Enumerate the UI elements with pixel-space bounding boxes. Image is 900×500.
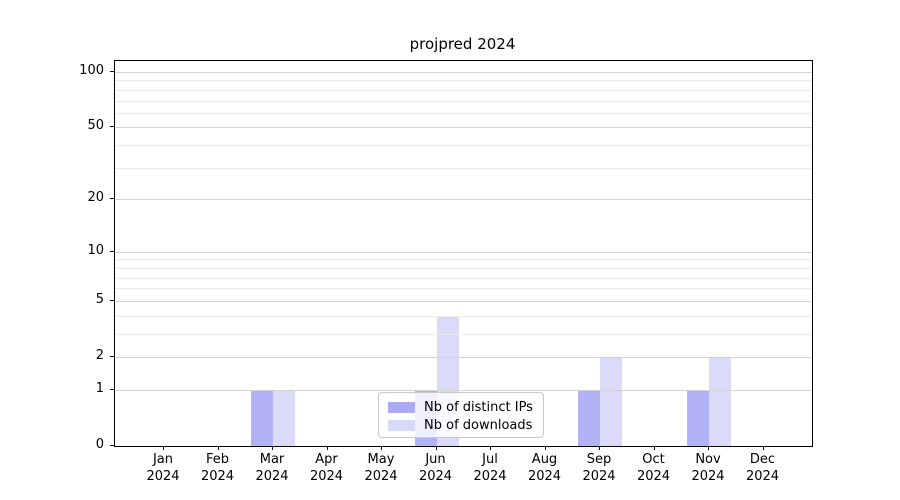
x-tick-year: 2024 — [473, 469, 507, 484]
chart-title: projpred 2024 — [409, 35, 516, 53]
x-axis-tick — [653, 446, 655, 450]
minor-gridline — [115, 167, 812, 169]
minor-gridline — [115, 333, 812, 335]
x-tick-month: Apr — [315, 452, 338, 467]
bar-nb-of-downloads — [709, 357, 731, 446]
legend-swatch — [388, 401, 415, 413]
legend-label: Nb of downloads — [424, 417, 533, 433]
x-tick-label: Dec 2024 — [728, 451, 798, 485]
x-tick-month: May — [367, 452, 395, 467]
x-tick-month: Aug — [531, 452, 558, 467]
bar-nb-of-downloads — [273, 389, 295, 446]
x-tick-label: Feb 2024 — [183, 451, 253, 485]
x-axis-tick — [544, 446, 546, 450]
minor-gridline — [115, 259, 812, 261]
x-axis-tick — [217, 446, 219, 450]
plot-area — [114, 60, 813, 447]
x-axis-tick — [708, 446, 709, 450]
x-tick-label: Aug 2024 — [510, 451, 580, 485]
x-tick-year: 2024 — [309, 469, 344, 484]
x-tick-month: Nov — [695, 452, 721, 467]
x-axis-tick — [762, 446, 764, 450]
minor-gridline — [115, 315, 812, 317]
major-gridline — [115, 199, 812, 201]
x-tick-month: Feb — [205, 452, 230, 467]
x-tick-year: 2024 — [636, 469, 671, 484]
legend: Nb of distinct IPs Nb of downloads — [378, 392, 544, 438]
minor-gridline — [115, 80, 812, 82]
x-tick-month: Jan — [152, 452, 174, 467]
x-tick-label: Nov 2024 — [673, 451, 743, 485]
x-tick-year: 2024 — [582, 469, 616, 484]
x-tick-year: 2024 — [527, 469, 562, 484]
x-tick-label: Oct 2024 — [619, 451, 689, 485]
y-axis-tick — [110, 356, 114, 357]
y-tick-label: 0 — [95, 437, 104, 452]
x-tick-year: 2024 — [745, 469, 780, 484]
x-axis-tick — [163, 446, 164, 450]
minor-gridline — [115, 100, 812, 102]
legend-swatch — [388, 419, 415, 431]
x-tick-month: Jun — [425, 452, 446, 467]
x-axis-tick — [435, 446, 437, 450]
major-gridline — [115, 127, 812, 129]
major-gridline — [115, 357, 812, 358]
x-tick-label: Jul 2024 — [455, 451, 525, 485]
x-tick-label: Mar 2024 — [237, 451, 307, 485]
x-tick-year: 2024 — [691, 469, 725, 484]
x-axis-tick — [490, 446, 491, 450]
bar-nb-of-distinct-ips — [578, 389, 600, 446]
minor-gridline — [115, 267, 812, 269]
y-tick-label: 5 — [95, 291, 104, 307]
x-tick-label: May 2024 — [346, 451, 416, 485]
legend-item: Nb of distinct IPs — [388, 398, 535, 416]
y-axis-tick — [110, 445, 114, 446]
minor-gridline — [115, 145, 812, 147]
x-tick-month: Jul — [482, 452, 498, 467]
legend-item: Nb of downloads — [388, 416, 535, 434]
x-tick-month: Oct — [642, 452, 665, 467]
y-tick-label: 50 — [87, 118, 104, 134]
x-tick-year: 2024 — [418, 469, 453, 484]
y-tick-label: 10 — [87, 242, 104, 258]
x-axis-tick — [272, 446, 273, 450]
x-tick-year: 2024 — [255, 469, 289, 484]
minor-gridline — [115, 89, 812, 91]
x-tick-label: Apr 2024 — [292, 451, 362, 485]
y-tick-label: 100 — [79, 63, 104, 78]
x-tick-label: Jan 2024 — [128, 451, 198, 485]
y-axis-tick — [110, 299, 114, 301]
y-tick-label: 1 — [95, 380, 104, 396]
minor-gridline — [115, 288, 812, 290]
major-gridline — [115, 300, 812, 302]
legend-label: Nb of distinct IPs — [424, 399, 533, 415]
minor-gridline — [115, 112, 812, 114]
x-axis-tick — [381, 446, 382, 450]
x-tick-month: Sep — [586, 452, 612, 467]
y-axis-tick — [110, 71, 114, 72]
major-gridline — [115, 72, 812, 73]
x-tick-year: 2024 — [146, 469, 180, 484]
x-tick-year: 2024 — [200, 469, 235, 484]
bar-nb-of-distinct-ips — [687, 389, 709, 446]
bar-nb-of-downloads — [600, 357, 622, 446]
major-gridline — [115, 251, 812, 253]
y-axis-tick — [110, 250, 114, 252]
x-tick-label: Sep 2024 — [564, 451, 634, 485]
x-axis-tick — [326, 446, 328, 450]
x-tick-month: Mar — [259, 452, 285, 467]
y-axis-tick — [110, 198, 114, 200]
y-axis-tick — [110, 388, 114, 390]
y-tick-label: 20 — [87, 190, 104, 206]
bar-nb-of-distinct-ips — [251, 389, 273, 446]
major-gridline — [115, 389, 812, 391]
y-axis-tick — [110, 126, 114, 128]
x-axis-tick — [599, 446, 600, 450]
y-tick-label: 2 — [95, 348, 104, 363]
x-tick-label: Jun 2024 — [401, 451, 471, 485]
x-tick-month: Dec — [749, 452, 776, 467]
minor-gridline — [115, 277, 812, 279]
x-tick-year: 2024 — [364, 469, 398, 484]
